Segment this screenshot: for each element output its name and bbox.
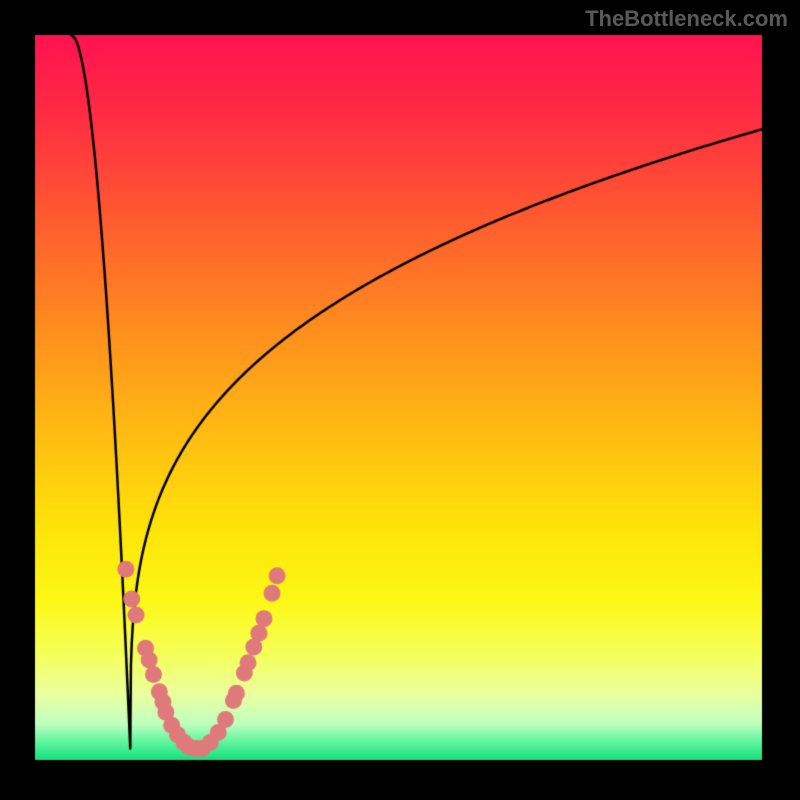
bottleneck-v-curve-chart [0, 0, 800, 800]
watermark-text: TheBottleneck.com [585, 6, 788, 32]
chart-stage: TheBottleneck.com [0, 0, 800, 800]
